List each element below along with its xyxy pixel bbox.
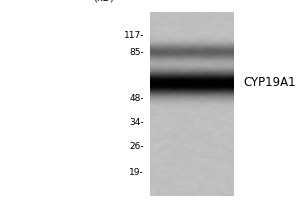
Text: CYP19A1: CYP19A1 [243,76,296,89]
Text: 34-: 34- [129,118,144,127]
Text: 19-: 19- [129,168,144,177]
Text: (kD): (kD) [93,0,114,2]
Text: 117-: 117- [124,31,144,40]
Text: 26-: 26- [129,142,144,151]
Text: 85-: 85- [129,48,144,57]
Text: K562: K562 [178,0,209,2]
Text: 48-: 48- [129,94,144,103]
